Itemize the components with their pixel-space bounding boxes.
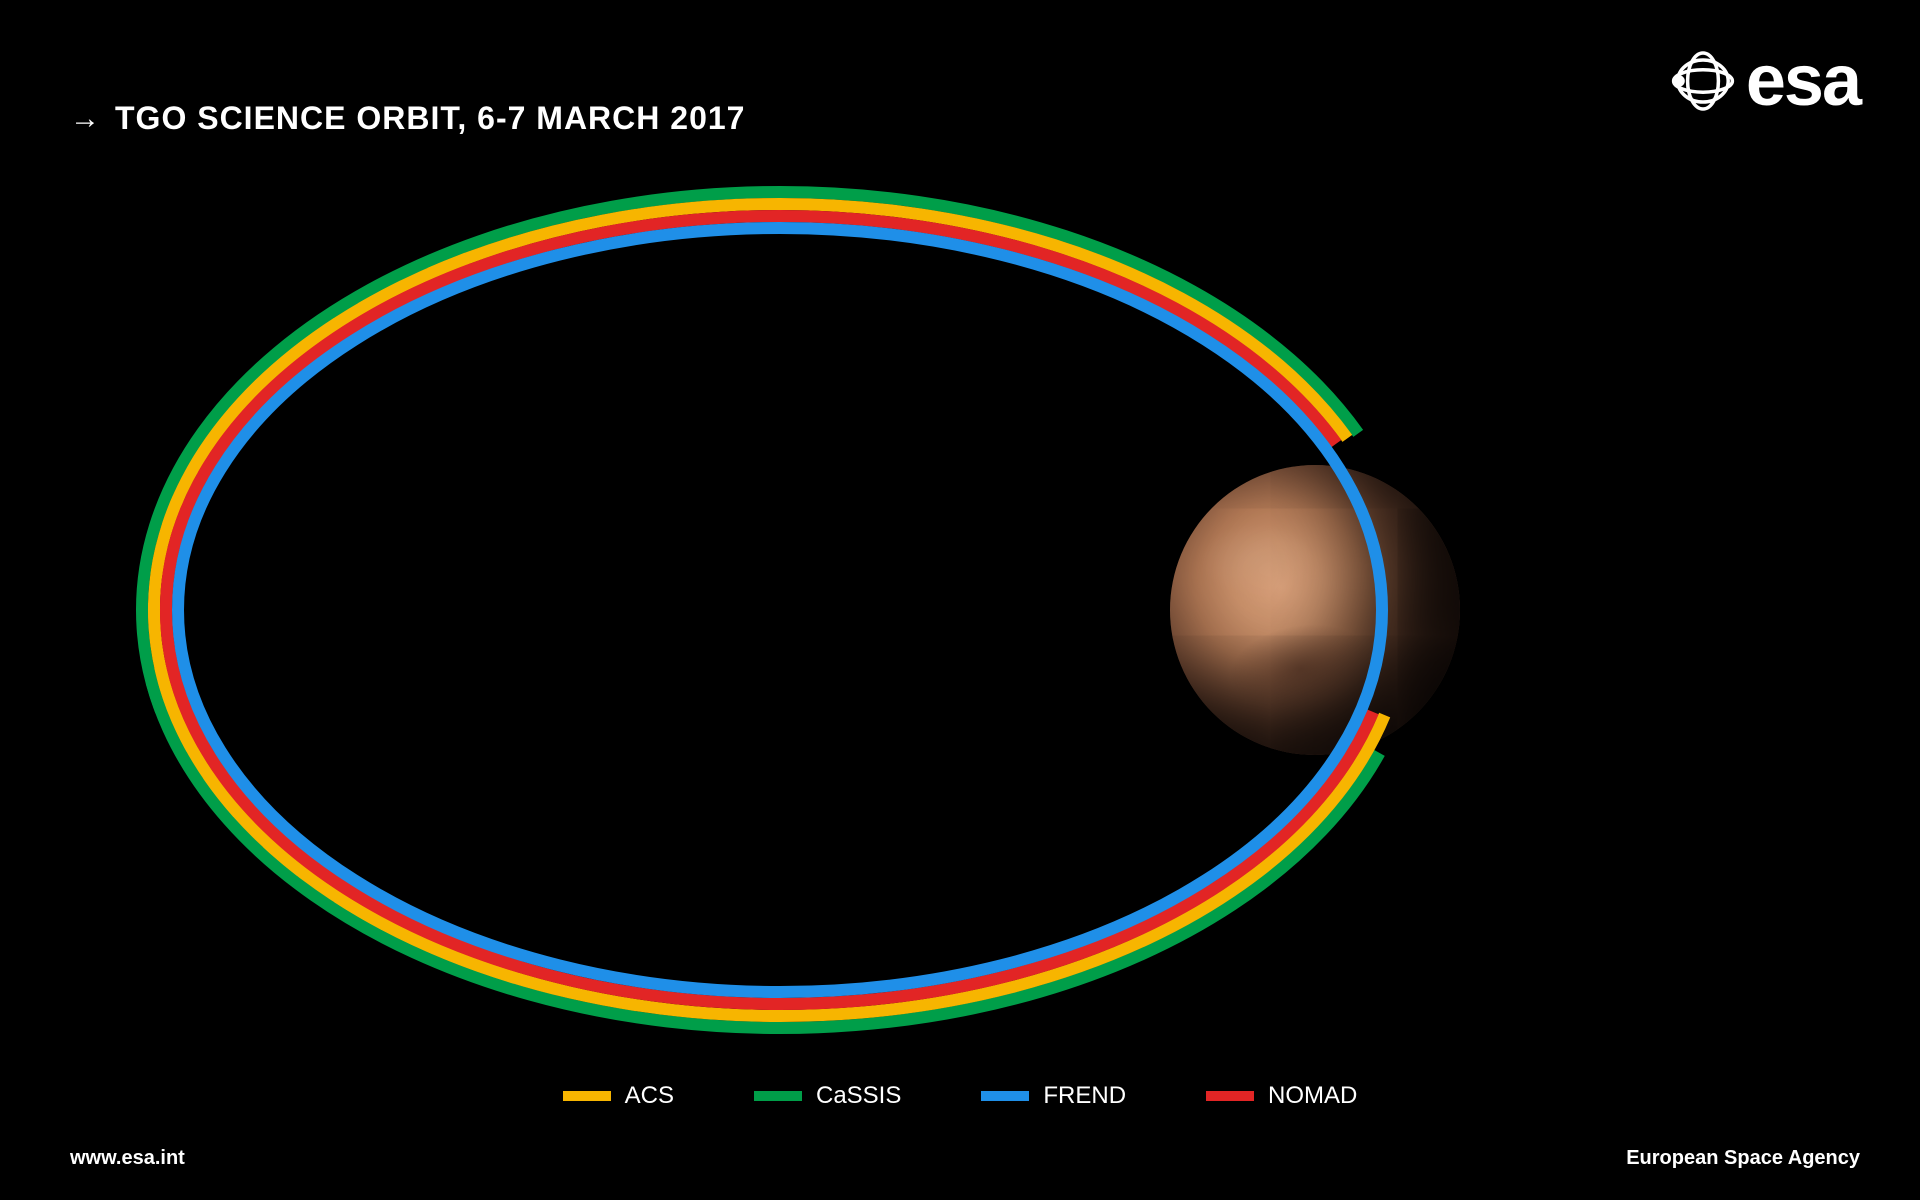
orbit-rings xyxy=(0,0,1920,1200)
legend-swatch-acs xyxy=(563,1091,611,1101)
orbit-diagram: → TGO SCIENCE ORBIT, 6-7 MARCH 2017 esa … xyxy=(0,0,1920,1200)
legend-swatch-cassis xyxy=(754,1091,802,1101)
legend-item-nomad: NOMAD xyxy=(1206,1082,1357,1110)
legend-swatch-frend xyxy=(981,1091,1029,1101)
legend-label-nomad: NOMAD xyxy=(1268,1082,1357,1110)
legend-item-acs: ACS xyxy=(563,1082,674,1110)
orbit-arc-frend xyxy=(178,228,1382,992)
legend-label-acs: ACS xyxy=(625,1082,674,1110)
legend: ACS CaSSIS FREND NOMAD xyxy=(0,1082,1920,1110)
legend-item-cassis: CaSSIS xyxy=(754,1082,901,1110)
legend-label-cassis: CaSSIS xyxy=(816,1082,901,1110)
footer-credit: European Space Agency xyxy=(1626,1147,1860,1170)
footer-url: www.esa.int xyxy=(70,1147,185,1170)
legend-label-frend: FREND xyxy=(1043,1082,1126,1110)
legend-item-frend: FREND xyxy=(981,1082,1126,1110)
orbit-arc-acs xyxy=(154,603,155,631)
legend-swatch-nomad xyxy=(1206,1091,1254,1101)
orbit-arc-acs xyxy=(156,546,161,574)
